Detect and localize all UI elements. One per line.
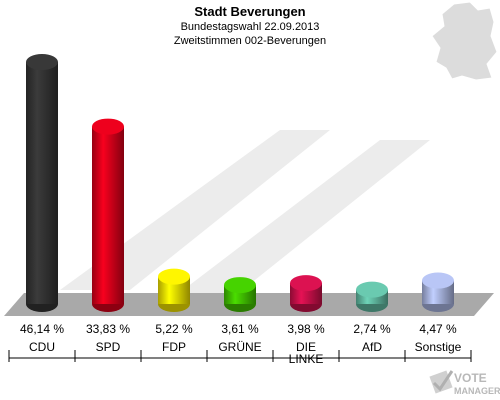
ballot-check-icon bbox=[429, 370, 454, 394]
bar-body bbox=[26, 62, 58, 304]
category-label: LINKE bbox=[289, 352, 324, 366]
category-label: SPD bbox=[96, 340, 121, 354]
bar-sonstige bbox=[422, 272, 454, 312]
bar-top bbox=[356, 281, 388, 298]
bar-top bbox=[290, 275, 322, 292]
bar-afd bbox=[356, 281, 388, 312]
background-stripes bbox=[60, 130, 430, 300]
chart-title: Stadt Beverungen bbox=[194, 4, 306, 19]
value-label: 3,61 % bbox=[221, 322, 259, 336]
bar-cdu bbox=[26, 54, 58, 312]
bar-top bbox=[224, 277, 256, 294]
category-label: GRÜNE bbox=[218, 340, 261, 354]
category-label: FDP bbox=[162, 340, 186, 354]
category-label: Sonstige bbox=[415, 340, 462, 354]
category-label: AfD bbox=[362, 340, 382, 354]
bar-top bbox=[422, 272, 454, 289]
value-label: 4,47 % bbox=[419, 322, 457, 336]
bar-body bbox=[92, 126, 124, 304]
chart-subtitle-date: Bundestagswahl 22.09.2013 bbox=[180, 21, 320, 33]
bar-spd bbox=[92, 118, 124, 312]
value-label: 3,98 % bbox=[287, 322, 325, 336]
value-label: 46,14 % bbox=[20, 322, 64, 336]
value-label: 33,83 % bbox=[86, 322, 130, 336]
value-label: 2,74 % bbox=[353, 322, 391, 336]
value-label: 5,22 % bbox=[155, 322, 193, 336]
logo-line-2: MANAGER bbox=[454, 386, 500, 396]
chart-subtitle-district: Zweitstimmen 002-Beverungen bbox=[173, 35, 327, 47]
bar-top bbox=[26, 54, 58, 70]
category-label: CDU bbox=[29, 340, 55, 354]
bar-top bbox=[92, 118, 124, 135]
vote-manager-logo: VOTE MANAGER bbox=[429, 370, 500, 396]
title-block: Stadt Beverungen Bundestagswahl 22.09.20… bbox=[0, 4, 500, 48]
bar-top bbox=[158, 268, 190, 285]
bar-fdp bbox=[158, 268, 190, 312]
logo-line-1: VOTE bbox=[454, 371, 487, 385]
bar-grüne bbox=[224, 277, 256, 312]
bar-die-linke bbox=[290, 275, 322, 312]
category-label: DIE bbox=[296, 340, 316, 354]
germany-map-icon bbox=[431, 1, 498, 81]
